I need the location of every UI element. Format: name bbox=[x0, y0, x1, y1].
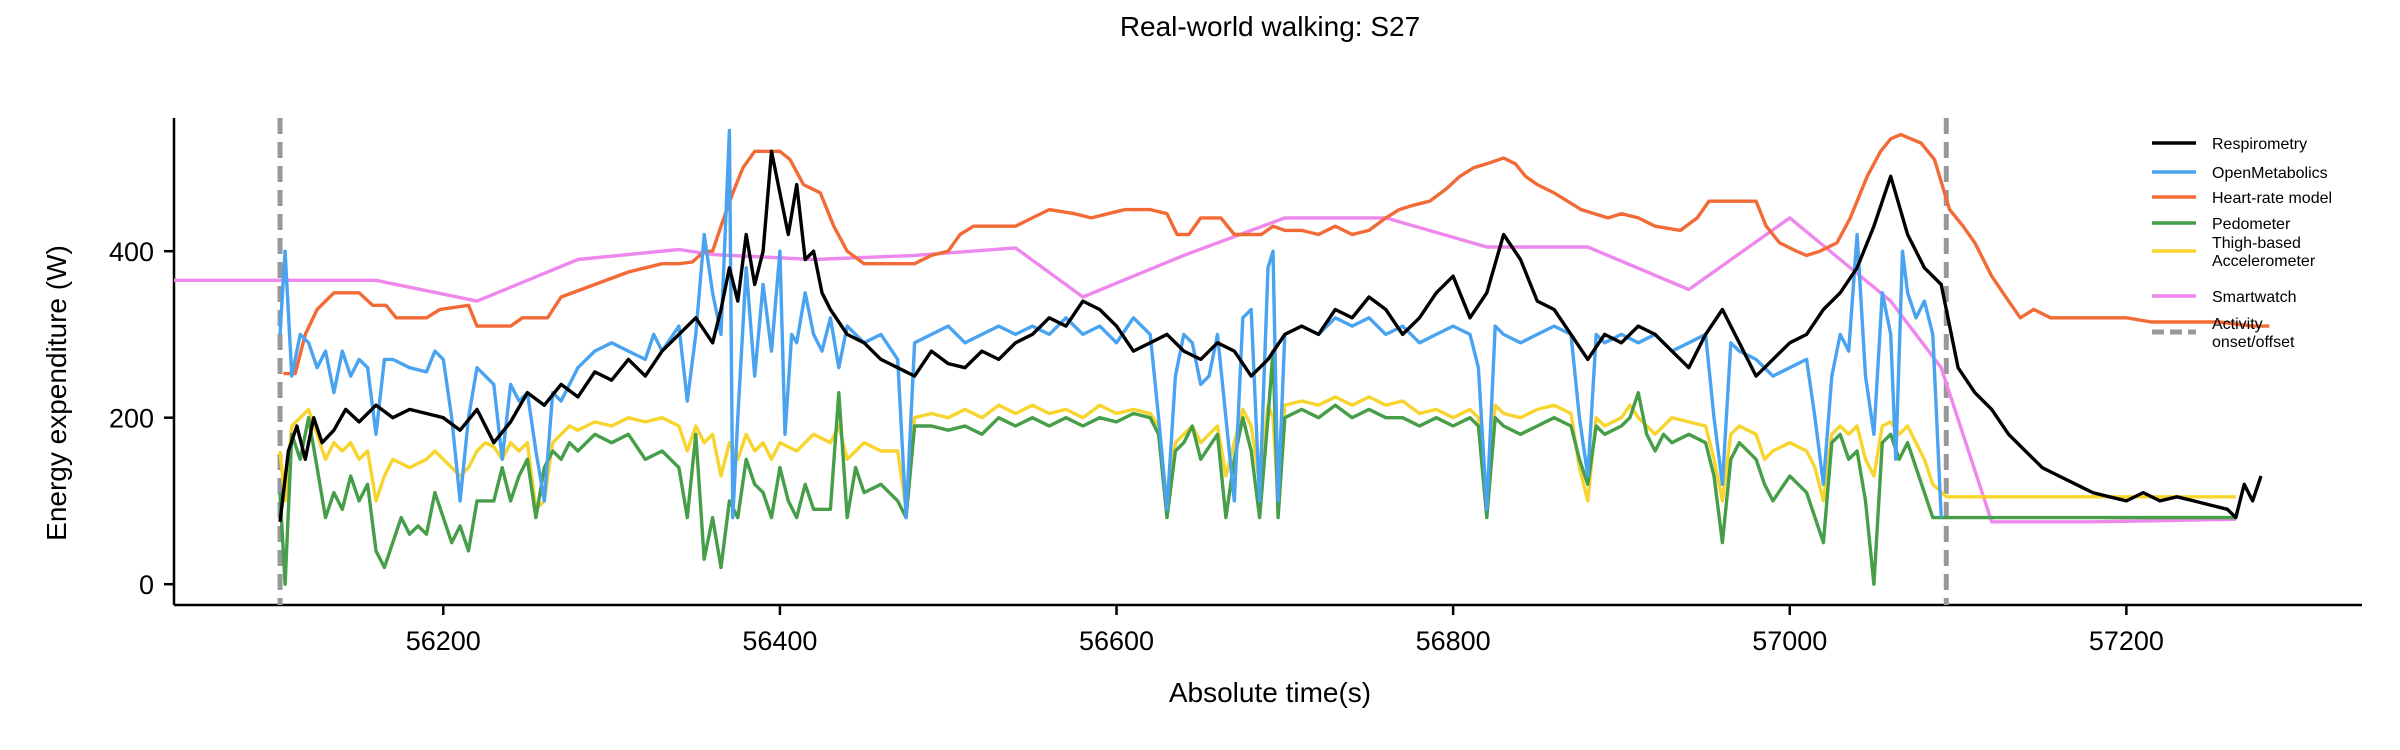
y-tick-label: 200 bbox=[109, 404, 154, 434]
series-line-pedometer bbox=[278, 349, 2236, 586]
series-line-smartwatch bbox=[174, 216, 2236, 524]
x-tick-label: 57000 bbox=[1752, 626, 1827, 656]
x-axis-label: Absolute time(s) bbox=[1169, 677, 1371, 708]
legend-label: OpenMetabolics bbox=[2212, 165, 2328, 182]
axes bbox=[172, 118, 2362, 607]
y-tick-label: 400 bbox=[109, 237, 154, 267]
legend: Respirometry OpenMetabolics Heart-rate mod… bbox=[2152, 136, 2332, 351]
x-tick-label: 57200 bbox=[2089, 626, 2164, 656]
x-tick-label: 56600 bbox=[1079, 626, 1154, 656]
series-line-heart-rate-model bbox=[283, 132, 2270, 376]
y-axis-label: Energy expenditure (W) bbox=[41, 245, 72, 541]
x-tick-label: 56200 bbox=[406, 626, 481, 656]
series-line-thigh-based-accelerometer bbox=[278, 395, 2236, 511]
legend-label: Heart-rate model bbox=[2212, 190, 2332, 207]
series-group bbox=[174, 128, 2270, 586]
x-tick-label: 56800 bbox=[1416, 626, 1491, 656]
series-line-respirometry bbox=[278, 149, 2263, 523]
legend-label: Respirometry bbox=[2212, 136, 2307, 153]
legend-label: Thigh-based Accelerometer bbox=[2212, 235, 2316, 270]
tick-group: 56200 56400 56600 56800 57000 57200 0 200 400 bbox=[109, 237, 2164, 656]
series-line-openmetabolics bbox=[278, 128, 1943, 520]
legend-label: Activity onset/offset bbox=[2212, 316, 2295, 351]
legend-label: Pedometer bbox=[2212, 216, 2291, 233]
chart-title: Real-world walking: S27 bbox=[1120, 11, 1420, 42]
legend-label: Smartwatch bbox=[2212, 289, 2296, 306]
x-tick-label: 56400 bbox=[742, 626, 817, 656]
y-tick-label: 0 bbox=[139, 570, 154, 600]
activity-markers bbox=[277, 118, 1949, 605]
